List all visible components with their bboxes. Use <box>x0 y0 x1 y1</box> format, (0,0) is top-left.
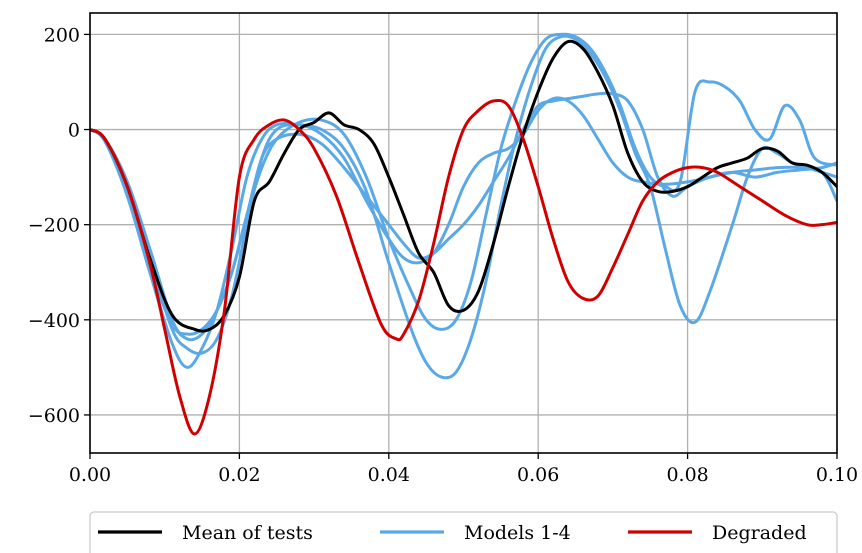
legend-label: Models 1-4 <box>464 522 571 544</box>
legend-label: Degraded <box>712 522 807 544</box>
legend-box <box>89 511 838 553</box>
x-tick-label: 0.08 <box>666 464 708 486</box>
y-tick-label: −600 <box>28 405 80 427</box>
x-tick-label: 0.02 <box>218 464 260 486</box>
grid-lines <box>89 13 838 453</box>
plot-frame <box>89 12 838 454</box>
legend: Mean of tests Models 1-4 Degraded <box>89 511 838 553</box>
y-tick-label: 200 <box>44 24 80 46</box>
series-layer <box>90 32 837 436</box>
x-tick-label: 0.10 <box>816 464 858 486</box>
legend-label: Mean of tests <box>182 522 313 544</box>
series-line-models-1-4-c <box>90 96 837 356</box>
series-line-degraded <box>90 98 837 436</box>
x-tick-label: 0.06 <box>517 464 559 486</box>
y-tick-label: −400 <box>28 310 80 332</box>
axis-ticks: 0.00 0.02 0.04 0.06 0.08 0.10 200 0 −200 −400 −600 <box>28 24 858 486</box>
x-tick-label: 0.00 <box>69 464 111 486</box>
y-tick-label: 0 <box>68 120 80 142</box>
series-line-mean-of-tests <box>90 39 837 333</box>
x-tick-label: 0.04 <box>368 464 410 486</box>
y-tick-label: −200 <box>28 215 80 237</box>
